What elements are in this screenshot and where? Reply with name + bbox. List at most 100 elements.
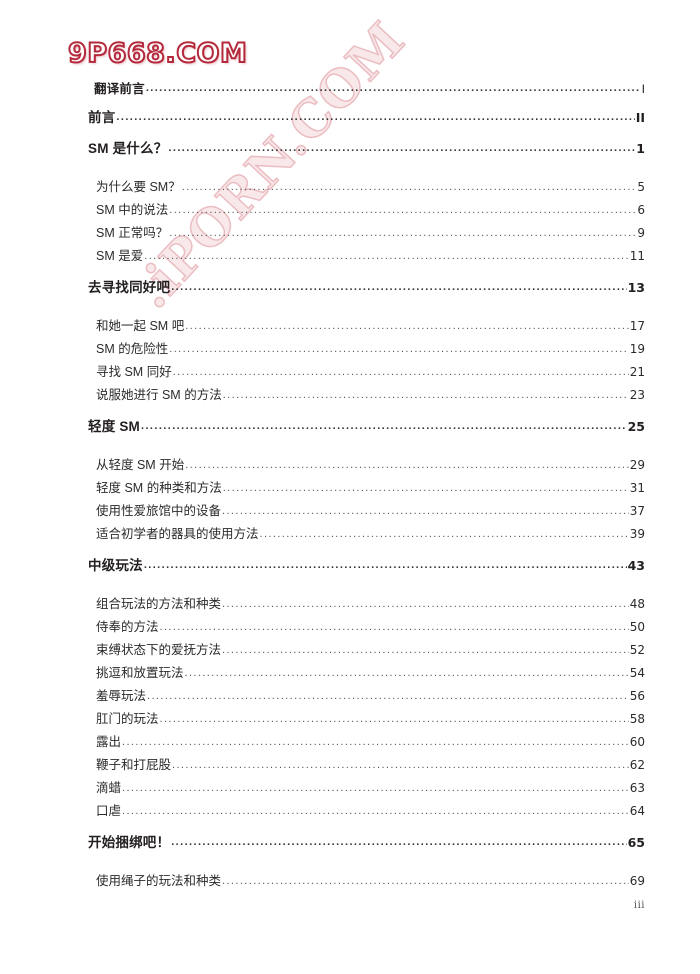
toc-entry-title: 中级玩法 [88,558,143,573]
toc-leader-dots: ........................................… [222,875,629,887]
toc-entry[interactable]: 羞辱玩法....................................… [0,685,700,708]
toc-entry[interactable]: 和她一起 SM 吧...............................… [0,315,700,338]
toc-entry[interactable]: SM 是什么？.................................… [0,137,700,168]
toc-entry[interactable]: 中级玩法....................................… [0,554,700,585]
toc-entry-title: 口虐 [96,804,122,818]
toc-entry-page-number: 5 [637,180,645,194]
toc-entry-page-number: 6 [637,203,645,217]
toc-entry-title: 说服她进行 SM 的方法 [96,388,222,402]
toc-leader-dots: ........................................… [145,82,641,94]
toc-entry-page-number: 29 [629,458,645,472]
toc-entry[interactable]: 开始捆绑吧！..................................… [0,831,700,862]
toc-leader-dots: ........................................… [185,459,629,471]
toc-entry-page-number: 39 [629,527,645,541]
toc-entry[interactable]: 去寻找同好吧..................................… [0,276,700,307]
toc-leader-dots: ........................................… [169,204,637,216]
toc-entry-title: 羞辱玩法 [96,689,147,703]
toc-entry[interactable]: 从轻度 SM 开始...............................… [0,454,700,477]
toc-entry[interactable]: 轻度 SM...................................… [0,415,700,446]
toc-entry[interactable]: 翻译前言....................................… [0,78,700,106]
toc-leader-dots: ........................................… [172,366,629,378]
toc-leader-dots: ........................................… [122,805,629,817]
toc-entry-title: 滴蜡 [96,781,122,795]
toc-entry[interactable]: 肛门的玩法...................................… [0,708,700,731]
toc-entry-title: 适合初学者的器具的使用方法 [96,527,259,541]
toc-leader-dots: ........................................… [222,505,629,517]
toc-entry-title: 前言 [88,110,116,125]
toc-entry-page-number: 64 [629,804,645,818]
toc-entry-title: 轻度 SM [88,419,141,434]
toc-leader-dots: ........................................… [168,142,636,154]
toc-entry[interactable]: 前言......................................… [0,106,700,137]
toc-leader-dots: ........................................… [184,667,629,679]
toc-entry[interactable]: SM 正常吗？.................................… [0,222,700,245]
toc-leader-dots: ........................................… [122,736,629,748]
toc-entry-title: 挑逗和放置玩法 [96,666,184,680]
toc-entry-page-number: 21 [629,365,645,379]
toc-entry-page-number: 17 [629,319,645,333]
toc-entry[interactable]: SM 的危险性.................................… [0,338,700,361]
toc-entry-page-number: 13 [627,280,645,295]
toc-entry[interactable]: 露出......................................… [0,731,700,754]
toc-entry-page-number: 58 [629,712,645,726]
toc-entry-page-number: 50 [629,620,645,634]
toc-entry-title: SM 是爱 [96,249,144,263]
toc-entry[interactable]: 侍奉的方法...................................… [0,616,700,639]
toc-entry-title: SM 中的说法 [96,203,169,217]
toc-entry-page-number: 56 [629,689,645,703]
toc-leader-dots: ........................................… [171,281,626,293]
toc-entry[interactable]: 口虐......................................… [0,800,700,823]
toc-leader-dots: ........................................… [159,713,629,725]
toc-entry-page-number: 69 [629,874,645,888]
toc-entry-page-number: 65 [627,835,645,850]
table-of-contents: 翻译前言....................................… [0,78,700,893]
toc-entry-page-number: 43 [627,558,645,573]
toc-entry-title: 和她一起 SM 吧 [96,319,185,333]
toc-entry-title: 侍奉的方法 [96,620,159,634]
toc-entry[interactable]: 为什么要 SM？................................… [0,176,700,199]
toc-entry-title: 从轻度 SM 开始 [96,458,185,472]
toc-entry[interactable]: 鞭子和打屁股..................................… [0,754,700,777]
toc-entry[interactable]: 轻度 SM 的种类和方法............................… [0,477,700,500]
toc-entry-page-number: 11 [629,249,645,263]
toc-entry[interactable]: 说服她进行 SM 的方法............................… [0,384,700,407]
toc-entry-title: 使用性爱旅馆中的设备 [96,504,222,518]
toc-entry-title: 寻找 SM 同好 [96,365,172,379]
toc-entry-title: 束缚状态下的爱抚方法 [96,643,222,657]
toc-entry-page-number: I [641,82,645,96]
toc-entry-title: SM 的危险性 [96,342,169,356]
toc-entry-page-number: 23 [629,388,645,402]
toc-entry-title: 使用绳子的玩法和种类 [96,874,222,888]
toc-entry-page-number: 25 [627,419,645,434]
toc-entry-title: 鞭子和打屁股 [96,758,172,772]
toc-entry-page-number: 9 [637,226,645,240]
toc-leader-dots: ........................................… [159,621,629,633]
toc-entry[interactable]: SM 中的说法.................................… [0,199,700,222]
toc-entry-page-number: 52 [629,643,645,657]
toc-entry[interactable]: 适合初学者的器具的使用方法...........................… [0,523,700,546]
toc-leader-dots: ........................................… [222,482,629,494]
toc-entry-page-number: 31 [629,481,645,495]
toc-entry-page-number: II [635,110,645,125]
toc-entry-title: 为什么要 SM？ [96,180,181,194]
toc-entry-title: SM 是什么？ [88,141,168,156]
toc-entry[interactable]: 组合玩法的方法和种类..............................… [0,593,700,616]
toc-leader-dots: ........................................… [143,559,627,571]
toc-entry-title: 露出 [96,735,122,749]
toc-leader-dots: ........................................… [185,320,629,332]
toc-entry-title: 开始捆绑吧！ [88,835,171,850]
toc-entry[interactable]: 使用绳子的玩法和种类..............................… [0,870,700,893]
toc-leader-dots: ........................................… [222,598,629,610]
toc-entry-page-number: 60 [629,735,645,749]
toc-entry[interactable]: 滴蜡......................................… [0,777,700,800]
toc-entry-page-number: 63 [629,781,645,795]
toc-entry[interactable]: 寻找 SM 同好................................… [0,361,700,384]
toc-entry[interactable]: 束缚状态下的爱抚方法..............................… [0,639,700,662]
toc-entry[interactable]: 挑逗和放置玩法.................................… [0,662,700,685]
toc-entry-page-number: 1 [636,141,645,156]
toc-leader-dots: ........................................… [141,420,627,432]
toc-entry[interactable]: SM 是爱...................................… [0,245,700,268]
toc-entry[interactable]: 使用性爱旅馆中的设备..............................… [0,500,700,523]
toc-leader-dots: ........................................… [144,250,628,262]
